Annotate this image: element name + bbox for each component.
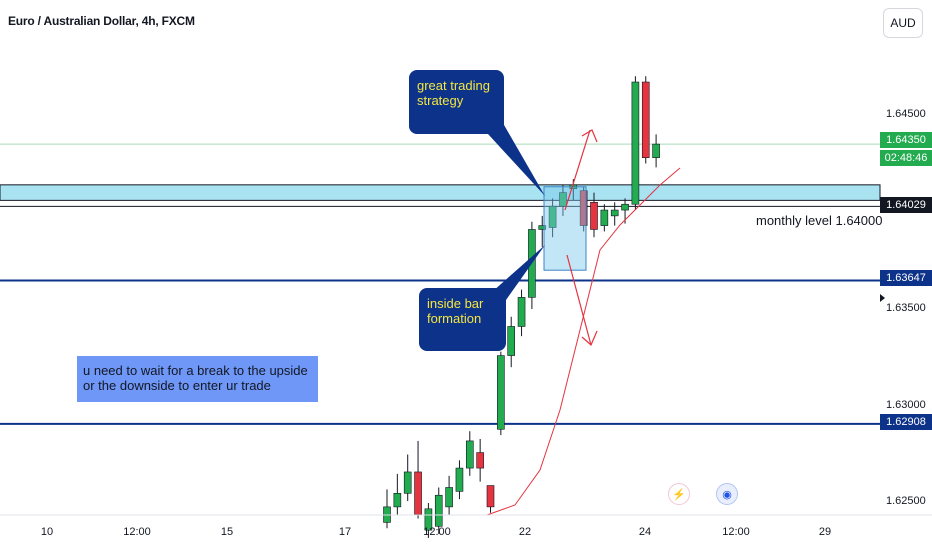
- candle-body: [465, 440, 474, 469]
- x-tick-label: 12:00: [722, 526, 750, 538]
- zone-layer: [0, 184, 881, 201]
- candle-body: [600, 209, 609, 226]
- x-tick-label: 24: [638, 526, 652, 538]
- inside-bar-note[interactable]: inside bar formation: [419, 288, 506, 351]
- y-tick-label: 1.64500: [886, 108, 926, 120]
- inside-bar-note-pointer: [492, 245, 545, 300]
- axis-marker: [880, 294, 885, 302]
- level-price-tag: 1.62908: [880, 414, 932, 430]
- chart-title: Euro / Australian Dollar, 4h, FXCM: [8, 14, 195, 28]
- wait-note[interactable]: u need to wait for a break to the upside…: [77, 356, 318, 402]
- x-tick-label: 12:00: [123, 526, 151, 538]
- inside-bar-box: [543, 186, 587, 271]
- candle-body: [486, 485, 495, 508]
- upside-arrowhead: [581, 129, 598, 143]
- strategy-note-pointer: [488, 118, 545, 196]
- candle-body: [393, 492, 402, 508]
- candle-body: [434, 494, 443, 527]
- moving-average-line: [486, 167, 681, 516]
- candle-body: [507, 326, 516, 356]
- candle-body: [538, 225, 547, 230]
- x-tick-label: 12:00: [423, 526, 451, 538]
- tag-layer: [880, 294, 885, 302]
- monthly-zone: [0, 184, 881, 201]
- x-tick-label: 17: [338, 526, 352, 538]
- monthly-level-label: monthly level 1.64000: [756, 213, 883, 228]
- candle-body: [631, 81, 640, 205]
- candle-body: [455, 467, 464, 492]
- candle-body: [497, 355, 505, 430]
- y-tick-label: 1.63500: [886, 302, 926, 314]
- candle-body: [590, 202, 598, 230]
- candle-body: [559, 192, 567, 207]
- overlay-layer: [486, 118, 681, 516]
- x-tick-label: 22: [518, 526, 532, 538]
- downside-arrow: [566, 254, 592, 346]
- candle-body: [414, 471, 422, 515]
- y-tick-label: 1.63000: [886, 399, 926, 411]
- candle-body: [579, 190, 588, 226]
- y-tick-label: 1.62500: [886, 495, 926, 507]
- candle-body: [445, 487, 453, 508]
- countdown-tag: 02:48:46: [880, 150, 932, 166]
- x-tick-label: 10: [40, 526, 54, 538]
- candle-body: [548, 205, 557, 228]
- current-price-tag: 1.64350: [880, 132, 932, 148]
- lightning-icon[interactable]: ⚡: [668, 483, 690, 505]
- currency-button[interactable]: AUD: [883, 8, 923, 38]
- candle-body: [403, 471, 412, 494]
- x-tick-label: 29: [818, 526, 832, 538]
- candle-body: [517, 297, 526, 327]
- candle-body: [610, 209, 619, 217]
- downside-arrowhead: [581, 330, 598, 347]
- level-price-tag: 1.64029: [880, 197, 932, 213]
- candle-body: [641, 81, 650, 158]
- candle-body: [424, 508, 433, 531]
- x-tick-label: 15: [220, 526, 234, 538]
- candle-body: [621, 203, 629, 211]
- level-price-tag: 1.63647: [880, 270, 932, 286]
- level-layer: [0, 143, 880, 425]
- strategy-note[interactable]: great trading strategy: [409, 70, 504, 134]
- upside-arrow: [564, 129, 591, 211]
- candle-body: [476, 452, 484, 469]
- globe-icon[interactable]: ◉: [716, 483, 738, 505]
- candle-body: [652, 143, 660, 158]
